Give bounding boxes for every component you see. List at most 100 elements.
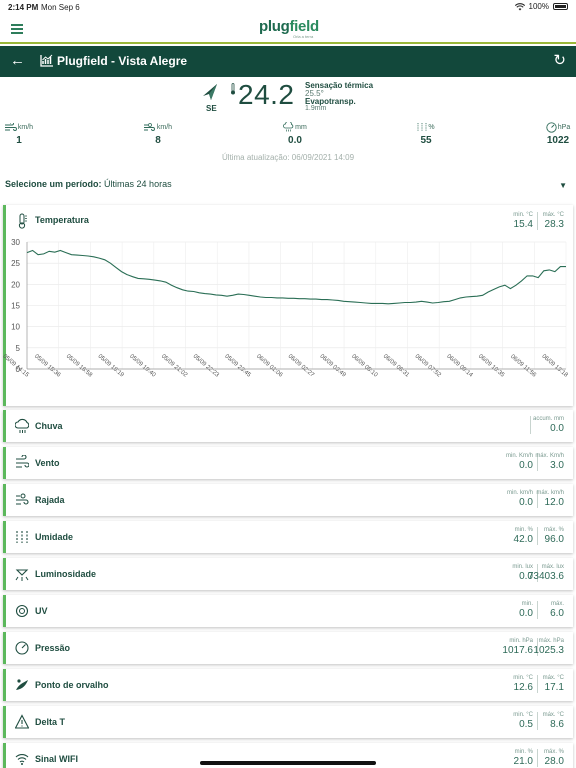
humidity-min: min. % 42.0 bbox=[513, 527, 533, 545]
stat-divider bbox=[537, 675, 538, 693]
metric-unit: hPa bbox=[557, 123, 571, 131]
refresh-icon[interactable]: ↻ bbox=[553, 52, 566, 69]
dewpoint-card[interactable]: Ponto de orvalho min. °C 12.6 máx. °C 17.1 bbox=[3, 669, 573, 701]
caret-down-icon[interactable]: ▼ bbox=[559, 181, 567, 190]
gust-min: min. km/h 0.0 bbox=[506, 490, 533, 508]
rain-stat: accum. mm 0.0 bbox=[532, 416, 564, 434]
rain-card[interactable]: Chuva accum. mm 0.0 bbox=[3, 410, 573, 442]
y-tick-label: 5 bbox=[16, 344, 21, 353]
x-tick-label: 06/09 11:56 bbox=[509, 354, 537, 379]
y-tick-label: 20 bbox=[11, 280, 20, 289]
rain-card-label: Chuva bbox=[35, 421, 63, 431]
wind-min: min. Km/h 0.0 bbox=[505, 453, 533, 471]
wind-max: máx. Km/h 3.0 bbox=[535, 453, 564, 471]
metric-wind: km/h 1 bbox=[0, 122, 49, 146]
metric-value: 0.0 bbox=[288, 135, 302, 146]
x-tick-label: 06/09 01:06 bbox=[255, 354, 284, 379]
wind-icon bbox=[4, 122, 17, 131]
x-tick-label: 05/09 18:19 bbox=[97, 354, 126, 379]
sensation-value: 25.5° bbox=[305, 89, 324, 98]
metric-value: 8 bbox=[155, 135, 161, 146]
pressure-min: min. hPa 1017.6 bbox=[502, 638, 533, 656]
pressure-card-label: Pressão bbox=[35, 643, 71, 653]
temperature-card-label: Temperatura bbox=[35, 215, 89, 225]
wifi-min: min. % 21.0 bbox=[513, 749, 533, 767]
wind-icon bbox=[16, 455, 29, 468]
humidity-card[interactable]: Umidade min. % 42.0 máx. % 96.0 bbox=[3, 521, 573, 553]
metric-rain: mm 0.0 bbox=[265, 122, 325, 146]
uv-card[interactable]: UV min. 0.0 máx. 6.0 bbox=[3, 595, 573, 627]
menu-icon[interactable] bbox=[11, 24, 23, 34]
metric-gust: km/h 8 bbox=[128, 122, 188, 146]
pressure-max: máx. hPa 1025.3 bbox=[533, 638, 564, 656]
delta-t-min: min. °C 0.5 bbox=[513, 712, 533, 730]
luminosity-min: min. lux 0.0 bbox=[512, 564, 533, 582]
wind-direction-label: SE bbox=[206, 104, 217, 113]
period-label: Selecione um período: bbox=[5, 179, 102, 189]
gust-icon bbox=[16, 493, 29, 505]
stat-divider bbox=[530, 416, 531, 434]
pressure-card[interactable]: Pressão min. hPa 1017.6 máx. hPa 1025.3 bbox=[3, 632, 573, 664]
delta-t-card-label: Delta T bbox=[35, 717, 66, 727]
stat-divider bbox=[537, 212, 538, 230]
brand-logo: plugfield bbox=[259, 18, 319, 35]
x-tick-label: 05/09 19:40 bbox=[128, 354, 157, 379]
pressure-icon bbox=[546, 121, 557, 133]
rain-icon bbox=[283, 122, 294, 132]
current-temperature: 24.2 bbox=[238, 79, 295, 110]
x-tick-label: 05/09 21:02 bbox=[160, 354, 189, 379]
chart-icon bbox=[40, 54, 53, 67]
wind-card-label: Vento bbox=[35, 458, 60, 468]
y-tick-label: 30 bbox=[11, 238, 20, 247]
dewpoint-card-label: Ponto de orvalho bbox=[35, 680, 109, 690]
temperature-max: máx. °C 28.3 bbox=[542, 212, 564, 230]
status-bar: 2:14 PM Mon Sep 6 100% bbox=[0, 0, 576, 14]
humidity-icon bbox=[16, 531, 28, 543]
dewpoint-icon bbox=[16, 679, 28, 690]
wifi-card-label: Sinal WIFI bbox=[35, 754, 79, 764]
back-arrow-icon[interactable]: ← bbox=[10, 52, 25, 69]
x-tick-label: 06/09 05:10 bbox=[350, 354, 379, 379]
stat-divider bbox=[537, 638, 538, 656]
wind-card[interactable]: Vento min. Km/h 0.0 máx. Km/h 3.0 bbox=[3, 447, 573, 479]
status-right: 100% bbox=[514, 2, 568, 11]
stat-divider bbox=[537, 453, 538, 471]
stat-divider bbox=[537, 564, 538, 582]
current-weather: SE 24.2 Sensação térmica 25.5° Evapotran… bbox=[0, 79, 576, 119]
x-tick-label: 06/09 02:27 bbox=[287, 354, 316, 379]
status-time: 2:14 PM bbox=[8, 3, 39, 12]
pressure-icon bbox=[15, 641, 29, 655]
period-selector[interactable]: Selecione um período: Últimas 24 horas bbox=[5, 179, 172, 189]
metric-value: 1 bbox=[16, 135, 22, 146]
metric-unit: % bbox=[428, 123, 435, 131]
page-title: Plugfield - Vista Alegre bbox=[57, 54, 188, 68]
evapotranspiration-value: 1.9mm bbox=[305, 105, 327, 112]
metric-humidity: % 55 bbox=[396, 122, 456, 146]
x-tick-label: 05/09 22:23 bbox=[192, 354, 221, 379]
x-tick-label: 06/09 07:52 bbox=[414, 354, 443, 379]
last-update: Última atualização: 06/09/2021 14:09 bbox=[221, 153, 355, 162]
top-bar: plugfield Orla a terra bbox=[0, 14, 576, 44]
y-tick-label: 0 bbox=[16, 365, 21, 374]
metric-value: 55 bbox=[420, 135, 432, 146]
humidity-icon bbox=[417, 123, 427, 131]
warning-icon bbox=[15, 714, 29, 729]
uv-card-label: UV bbox=[35, 606, 48, 616]
luminosity-card[interactable]: Luminosidade min. lux 0.0 máx. lux 73403.6 bbox=[3, 558, 573, 590]
x-tick-label: 06/09 06:31 bbox=[382, 354, 411, 379]
delta-t-card[interactable]: Delta T min. °C 0.5 máx. °C 8.6 bbox=[3, 706, 573, 738]
rain-icon bbox=[15, 418, 29, 433]
stat-divider bbox=[537, 527, 538, 545]
home-indicator bbox=[200, 761, 376, 765]
luminosity-max: máx. lux 73403.6 bbox=[527, 564, 564, 582]
stat-divider bbox=[537, 749, 538, 767]
delta-t-max: máx. °C 8.6 bbox=[542, 712, 564, 730]
temperature-min: min. °C 15.4 bbox=[513, 212, 533, 230]
gust-card[interactable]: Rajada min. km/h 0.0 máx. km/h 12.0 bbox=[3, 484, 573, 516]
stat-divider bbox=[537, 601, 538, 619]
wifi-max: máx. % 28.0 bbox=[543, 749, 564, 767]
temperature-series-line bbox=[26, 249, 566, 305]
x-tick-label: 06/09 03:49 bbox=[318, 354, 347, 379]
sensation-label: Sensação térmica bbox=[305, 81, 374, 90]
